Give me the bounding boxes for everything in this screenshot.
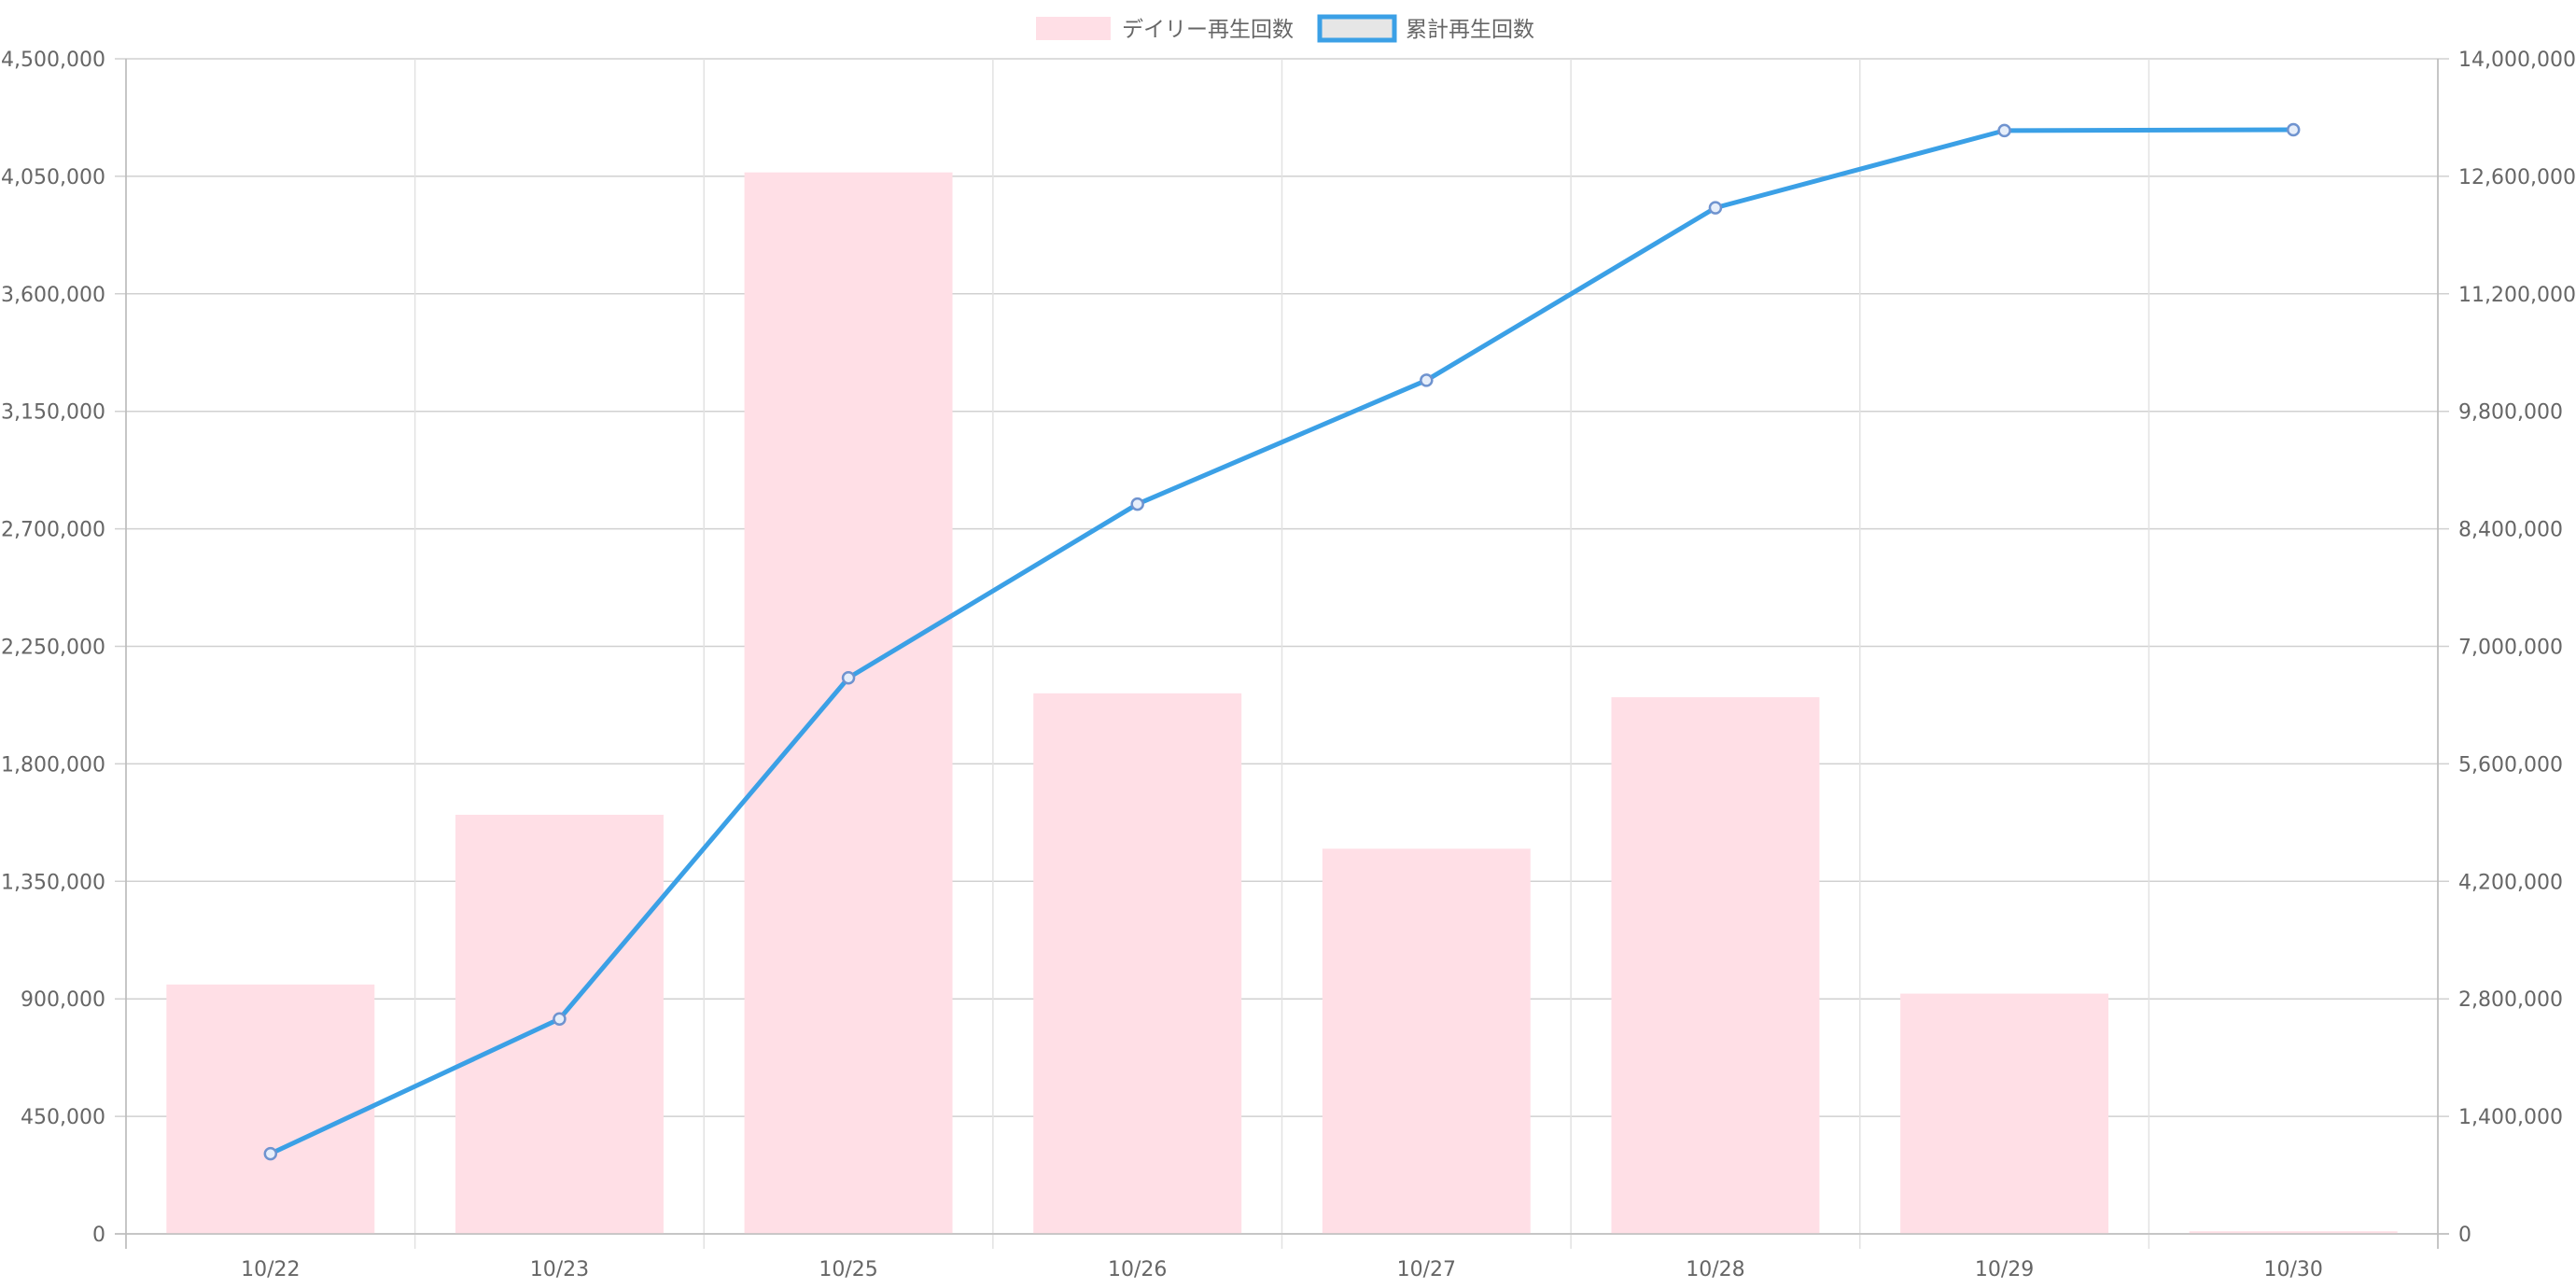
y-left-tick-label: 4,500,000 <box>1 49 105 72</box>
y-right-tick-label: 1,400,000 <box>2458 1106 2563 1129</box>
y-right-tick-label: 5,600,000 <box>2458 753 2563 777</box>
legend-label-cumulative[interactable]: 累計再生回数 <box>1406 18 1534 42</box>
y-right-tick-label: 11,200,000 <box>2458 284 2576 307</box>
point-cumulative <box>263 1146 278 1161</box>
x-tick-label: 10/28 <box>1686 1258 1744 1281</box>
y-right-tick-label: 8,400,000 <box>2458 519 2563 542</box>
point-cumulative <box>1130 497 1144 511</box>
y-right-tick-label: 7,000,000 <box>2458 637 2563 660</box>
bar-daily <box>166 984 375 1234</box>
legend-swatch-daily[interactable] <box>1036 17 1111 40</box>
y-left-tick-label: 1,350,000 <box>1 871 105 894</box>
bar-daily <box>1611 697 1820 1234</box>
bar-daily <box>1900 993 2109 1234</box>
y-right-tick-label: 9,800,000 <box>2458 401 2563 425</box>
legend-swatch-cumulative[interactable] <box>1317 14 1397 43</box>
y-right-tick-label: 0 <box>2458 1224 2471 1247</box>
x-tick-label: 10/23 <box>530 1258 589 1281</box>
line-cumulative <box>268 127 2296 1156</box>
legend-label-daily[interactable]: デイリー再生回数 <box>1122 18 1294 42</box>
bar-daily <box>2189 1231 2398 1234</box>
y-right-tick-label: 14,000,000 <box>2458 49 2576 72</box>
y-left-tick-label: 3,600,000 <box>1 284 105 307</box>
x-tick-label: 10/29 <box>1975 1258 2034 1281</box>
y-left-tick-label: 2,250,000 <box>1 637 105 660</box>
y-left-tick-label: 4,050,000 <box>1 166 105 189</box>
line-layer <box>263 122 2301 1161</box>
y-right-tick-label: 2,800,000 <box>2458 988 2563 1012</box>
bar-daily <box>744 172 953 1234</box>
point-cumulative <box>1420 373 1434 387</box>
x-tick-label: 10/30 <box>2263 1258 2322 1281</box>
x-tick-label: 10/22 <box>241 1258 300 1281</box>
y-right-tick-label: 4,200,000 <box>2458 871 2563 894</box>
y-left-tick-label: 0 <box>92 1224 105 1247</box>
legend: デイリー再生回数 累計再生回数 <box>1036 14 1534 43</box>
point-cumulative <box>1997 123 2011 138</box>
x-tick-label: 10/27 <box>1397 1258 1456 1281</box>
point-cumulative <box>841 670 856 685</box>
label-layer: 0 0 450,000 1,400,000 900,000 2,800,000 1,350,… <box>1 49 2576 1281</box>
point-cumulative <box>1708 201 1723 215</box>
y-left-tick-label: 450,000 <box>21 1106 105 1129</box>
x-tick-label: 10/25 <box>819 1258 877 1281</box>
y-left-tick-label: 1,800,000 <box>1 753 105 777</box>
bar-daily <box>1322 848 1531 1234</box>
y-left-tick-label: 2,700,000 <box>1 519 105 542</box>
y-left-tick-label: 3,150,000 <box>1 401 105 425</box>
axis-layer <box>115 59 2449 1249</box>
point-cumulative <box>2286 122 2301 137</box>
y-right-tick-label: 12,600,000 <box>2458 166 2576 189</box>
point-cumulative <box>553 1012 567 1027</box>
bar-daily <box>1033 693 1242 1234</box>
x-tick-label: 10/26 <box>1108 1258 1167 1281</box>
y-left-tick-label: 900,000 <box>21 988 105 1012</box>
